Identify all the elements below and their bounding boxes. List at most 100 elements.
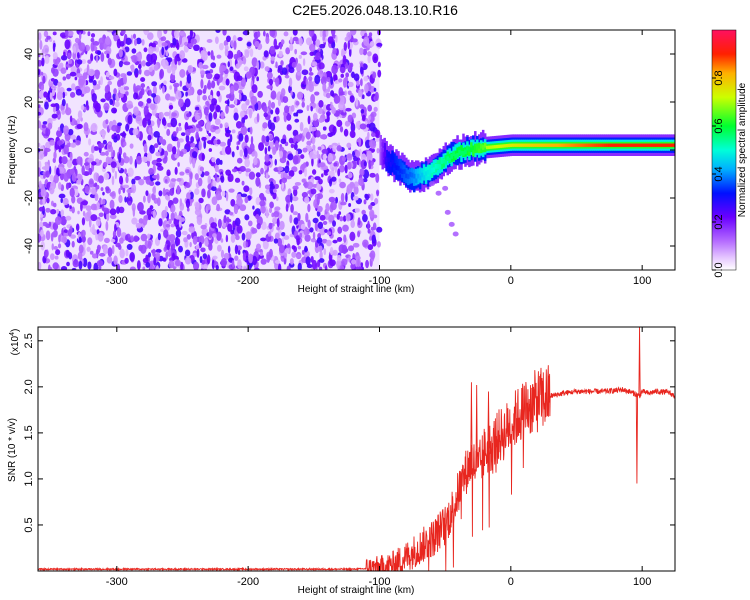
- signal-cell: [424, 168, 428, 185]
- noise-speckle: [127, 114, 133, 125]
- colorbar-tick-label: 0.0: [713, 262, 725, 277]
- noise-speckle: [355, 121, 361, 130]
- noise-speckle: [295, 150, 299, 156]
- noise-speckle: [256, 60, 260, 71]
- signal-cell: [625, 143, 629, 147]
- signal-cell: [639, 143, 643, 147]
- noise-speckle: [118, 48, 123, 58]
- noise-speckle: [147, 214, 152, 221]
- noise-speckle: [251, 57, 258, 67]
- noise-speckle: [204, 171, 210, 176]
- noise-speckle: [362, 94, 365, 100]
- noise-speckle: [38, 119, 42, 129]
- signal-cell: [414, 178, 418, 184]
- noise-speckle: [71, 206, 75, 214]
- noise-speckle: [372, 214, 378, 219]
- noise-speckle: [317, 221, 324, 230]
- noise-speckle: [280, 88, 286, 97]
- noise-speckle: [170, 72, 176, 83]
- snr-ytick-label: 1.5: [23, 425, 35, 440]
- noise-speckle: [220, 64, 227, 72]
- noise-speckle: [75, 88, 82, 96]
- noise-speckle: [153, 59, 157, 65]
- noise-speckle: [224, 122, 229, 129]
- noise-speckle: [141, 156, 149, 163]
- noise-speckle: [358, 136, 362, 147]
- noise-speckle: [300, 154, 305, 160]
- noise-speckle: [327, 132, 334, 138]
- noise-speckle: [77, 210, 80, 215]
- noise-speckle: [341, 244, 348, 254]
- noise-speckles: [38, 30, 383, 270]
- signal-cell: [629, 143, 633, 147]
- noise-speckle: [290, 192, 293, 203]
- noise-speckle: [192, 261, 200, 270]
- noise-speckle: [265, 36, 270, 44]
- noise-speckle: [57, 243, 62, 249]
- noise-speckle: [143, 47, 148, 53]
- noise-speckle: [254, 40, 260, 48]
- noise-speckle: [204, 238, 209, 247]
- noise-speckle: [252, 205, 255, 210]
- noise-speckle: [280, 39, 285, 45]
- colorbar: 0.0 0.2 0.4 0.6 0.8 Normalized spectral ampl…: [711, 29, 748, 278]
- noise-speckle: [97, 232, 104, 242]
- noise-speckle: [208, 229, 212, 239]
- noise-speckle: [326, 77, 331, 83]
- noise-speckle: [272, 76, 276, 83]
- noise-speckle: [127, 104, 134, 109]
- noise-speckle: [76, 63, 79, 69]
- noise-speckle: [318, 62, 325, 70]
- noise-speckle: [189, 241, 192, 248]
- noise-speckle: [280, 60, 284, 66]
- signal-cell: [403, 169, 406, 174]
- noise-speckle: [80, 201, 83, 212]
- noise-speckle: [125, 37, 132, 45]
- noise-speckle: [350, 220, 355, 229]
- noise-speckle: [316, 183, 322, 191]
- noise-speckle: [179, 171, 185, 176]
- noise-speckle: [46, 197, 50, 204]
- noise-speckle: [172, 243, 176, 250]
- noise-speckle: [157, 30, 162, 39]
- noise-speckle: [362, 213, 368, 223]
- noise-speckle: [275, 196, 279, 202]
- noise-speckle: [89, 250, 94, 255]
- noise-speckle: [222, 30, 227, 36]
- noise-speckle: [332, 220, 336, 227]
- noise-speckle: [289, 43, 294, 52]
- noise-speckle: [344, 90, 347, 96]
- noise-speckle: [256, 76, 260, 82]
- noise-speckle: [85, 205, 92, 212]
- noise-speckle: [288, 137, 294, 144]
- noise-speckle: [317, 205, 323, 213]
- signal-cell: [649, 143, 652, 147]
- noise-speckle: [310, 188, 317, 195]
- noise-speckle: [244, 49, 250, 58]
- noise-speckle: [81, 235, 86, 243]
- noise-speckle: [211, 259, 215, 270]
- noise-speckle: [212, 180, 217, 187]
- noise-speckle: [80, 231, 84, 238]
- noise-speckle: [195, 202, 200, 211]
- noise-speckle: [370, 201, 376, 206]
- signal-cell: [578, 143, 581, 147]
- noise-speckle: [38, 104, 41, 109]
- noise-speckle: [140, 77, 146, 82]
- noise-speckle: [118, 206, 125, 214]
- noise-speckle: [88, 218, 92, 228]
- noise-speckle: [142, 217, 148, 226]
- noise-speckle: [155, 181, 161, 186]
- noise-speckle: [133, 83, 136, 93]
- noise-speckle: [38, 142, 41, 148]
- signal-cell: [633, 143, 637, 147]
- noise-speckle: [269, 134, 273, 141]
- noise-speckle: [127, 200, 132, 206]
- signal-cell: [446, 156, 449, 162]
- noise-speckle: [40, 183, 45, 194]
- signal-cell: [432, 167, 436, 173]
- noise-speckle: [170, 223, 175, 228]
- noise-speckle: [216, 231, 222, 241]
- noise-speckle: [370, 132, 376, 138]
- noise-speckle: [341, 156, 346, 162]
